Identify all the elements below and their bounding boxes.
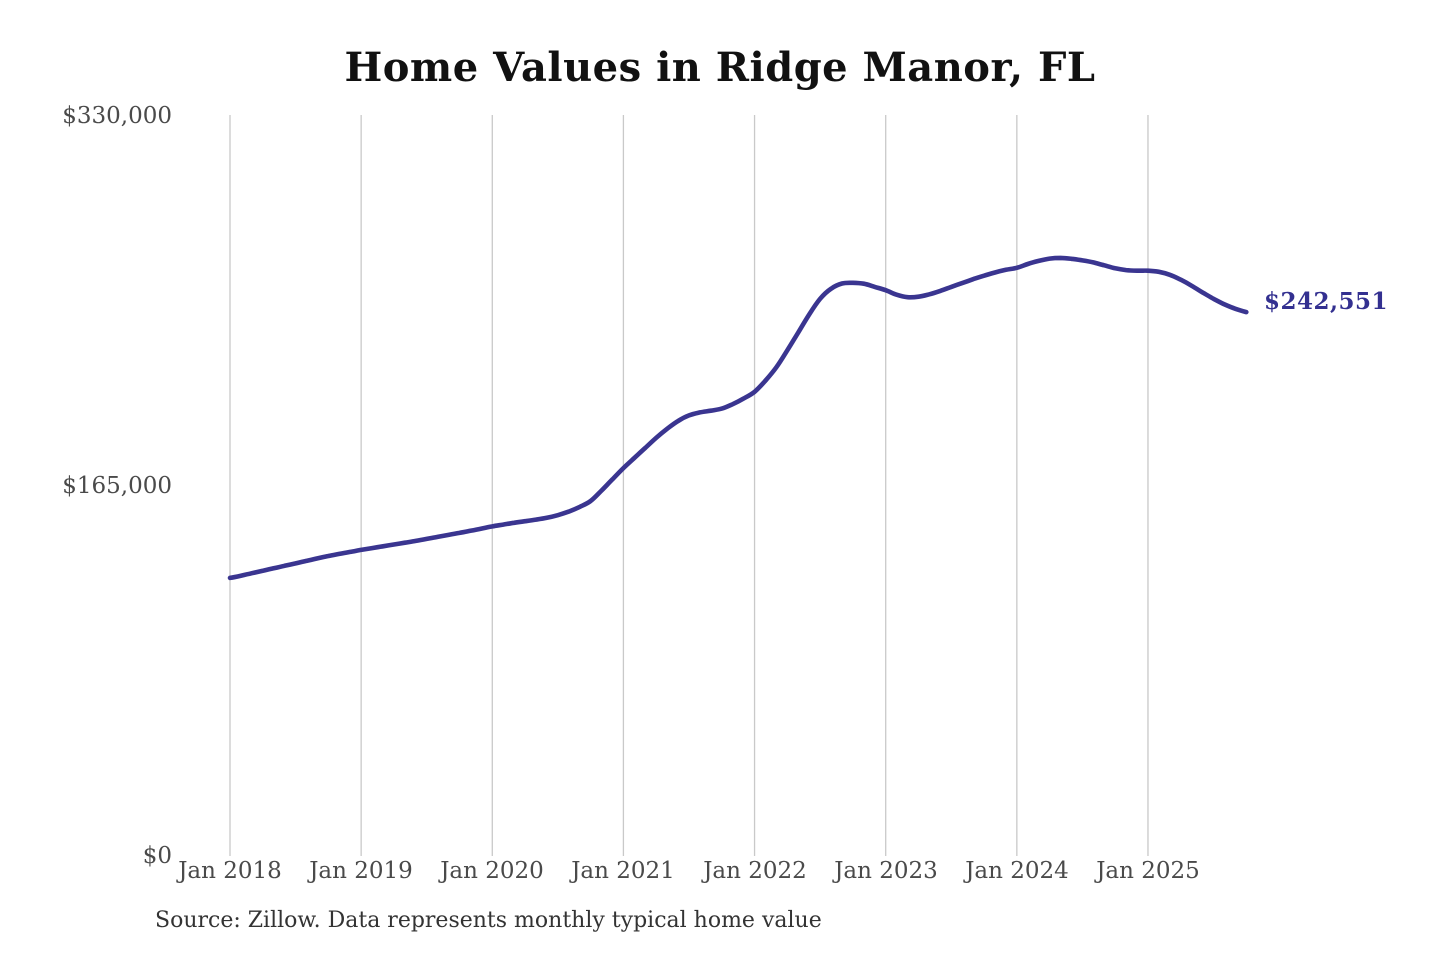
x-tick-jan-2023: Jan 2023 bbox=[834, 858, 938, 884]
x-tick-jan-2025: Jan 2025 bbox=[1096, 858, 1200, 884]
latest-value-label: $242,551 bbox=[1264, 288, 1389, 315]
y-tick-165000: $165,000 bbox=[62, 473, 172, 499]
y-tick-0: $0 bbox=[142, 843, 172, 869]
source-note: Source: Zillow. Data represents monthly … bbox=[155, 908, 822, 933]
x-tick-jan-2022: Jan 2022 bbox=[703, 858, 807, 884]
gridlines bbox=[229, 115, 1149, 856]
x-tick-jan-2019: Jan 2019 bbox=[309, 858, 413, 884]
y-tick-330000: $330,000 bbox=[62, 103, 172, 129]
value-line bbox=[227, 255, 1249, 581]
x-tick-jan-2020: Jan 2020 bbox=[440, 858, 544, 884]
x-tick-jan-2024: Jan 2024 bbox=[965, 858, 1069, 884]
x-tick-jan-2021: Jan 2021 bbox=[571, 858, 675, 884]
x-tick-jan-2018: Jan 2018 bbox=[178, 858, 282, 884]
chart-title: Home Values in Ridge Manor, FL bbox=[344, 44, 1096, 91]
